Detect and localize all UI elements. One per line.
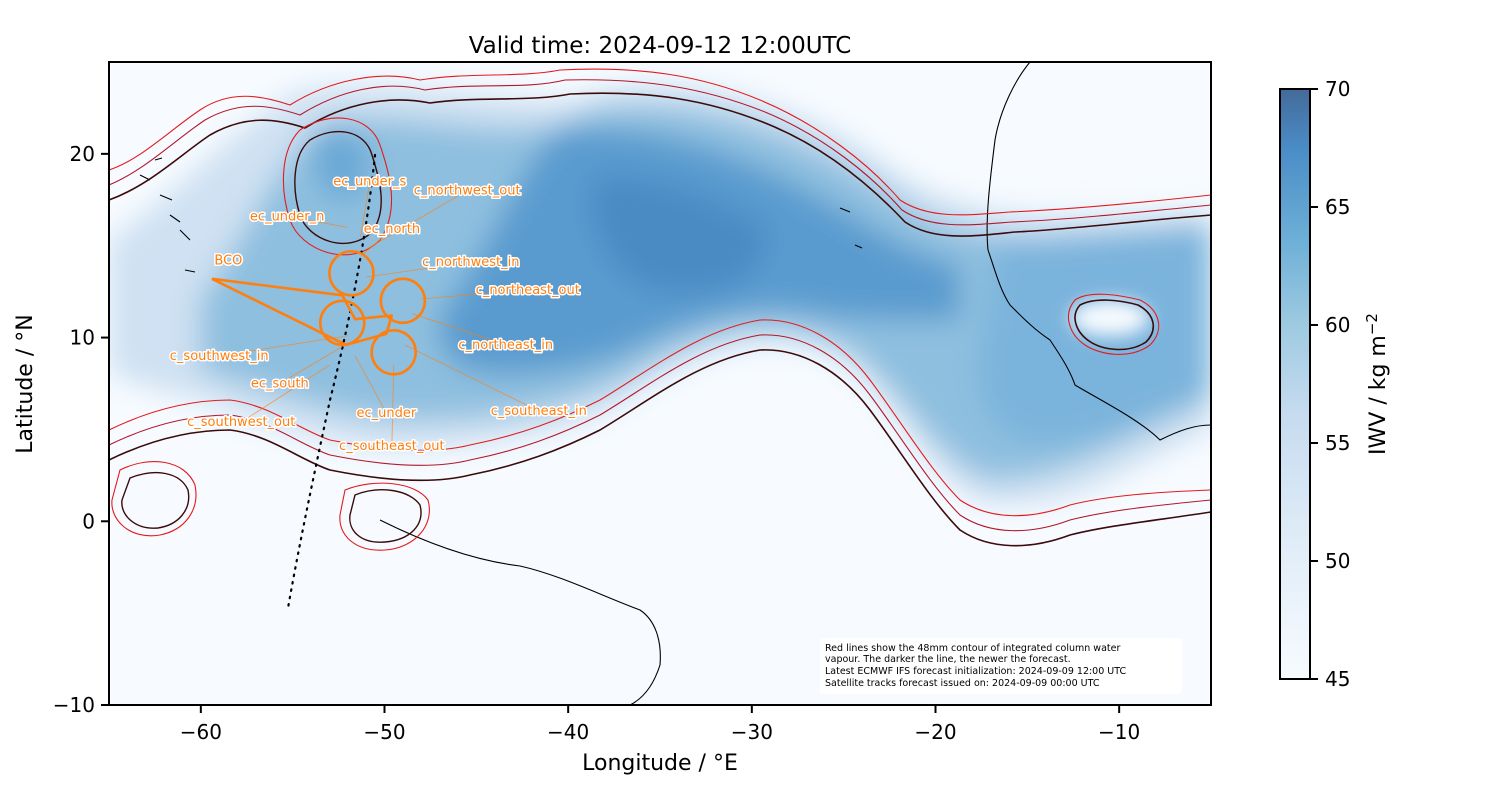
flight-circle xyxy=(370,328,417,376)
waypoint-leader xyxy=(391,365,395,446)
iwv-core-west xyxy=(589,174,768,294)
flight-circle xyxy=(318,299,366,347)
colorbar-ticks: 45 50 55 60 65 70 xyxy=(1310,77,1350,691)
plot-title: Valid time: 2024-09-12 12:00UTC xyxy=(469,33,852,59)
contour-south-island-old xyxy=(339,482,430,551)
x-axis-ticks: −60 −50 −40 −30 −20 −10 xyxy=(180,705,1140,744)
satellite-track xyxy=(286,153,377,610)
y-tick-label: 20 xyxy=(70,142,95,166)
x-tick-label: −10 xyxy=(1098,720,1140,744)
y-tick-label: 10 xyxy=(70,326,95,350)
flight-circles xyxy=(318,249,427,376)
contour-south-island xyxy=(349,489,422,543)
waypoint-label-c-northeast-out: c_northeast_out xyxy=(476,283,580,298)
colorbar-label-superscript: −2 xyxy=(1363,313,1381,335)
waypoint-leader xyxy=(362,228,393,256)
contour-south-mid xyxy=(109,334,1211,532)
x-tick-label: −20 xyxy=(914,720,956,744)
iwv-core-north xyxy=(310,127,370,201)
caribbean-islands xyxy=(139,157,863,273)
contour-north-old xyxy=(109,68,1211,216)
colorbar-label: IWV / kg m−2 xyxy=(1363,313,1391,455)
waypoint-label-ec-under: ec_under xyxy=(356,406,416,421)
x-tick-label: −40 xyxy=(547,720,589,744)
colorbar-tick-label: 55 xyxy=(1325,431,1350,455)
contour-southwest-new xyxy=(121,471,190,529)
waypoint-leaders xyxy=(219,181,539,446)
note-line-1: Red lines show the 48mm contour of integ… xyxy=(825,643,1120,654)
contour-west-blob-new xyxy=(294,130,382,245)
coastlines xyxy=(139,62,1211,705)
contour-southwest-old xyxy=(111,461,197,537)
south-america-coast xyxy=(379,519,661,705)
waypoint-label-c-southeast-out: c_southeast_out xyxy=(339,439,445,454)
note-line-4: Satellite tracks forecast issued on: 202… xyxy=(825,678,1100,689)
waypoint-label-c-northwest-out: c_northwest_out xyxy=(414,184,521,199)
contour-north-new xyxy=(109,92,1211,237)
contour-east-hole-old xyxy=(1067,293,1160,356)
colorbar: 45 50 55 60 65 70 IWV / kg m−2 xyxy=(1279,77,1391,691)
y-axis-title: Latitude / °N xyxy=(13,314,38,453)
map-area: BCO ec_under_s ec_under_n c_northwest_outec… xyxy=(109,62,1211,705)
waypoint-leader xyxy=(365,190,468,250)
x-tick-label: −50 xyxy=(363,720,405,744)
colorbar-tick-label: 70 xyxy=(1325,77,1350,101)
waypoint-label-ec-north: ec_north xyxy=(364,222,421,237)
x-tick-label: −60 xyxy=(180,720,222,744)
waypoint-label-c-southwest-out: c_southwest_out xyxy=(187,415,295,430)
colorbar-tick-label: 65 xyxy=(1325,195,1350,219)
iwv-contours xyxy=(109,68,1211,551)
waypoint-labels: BCO ec_under_s ec_under_n c_northwest_outec… xyxy=(168,173,588,456)
y-tick-label: 0 xyxy=(82,509,95,533)
waypoint-label-c-northeast-in: c_northeast_in xyxy=(458,338,553,353)
waypoint-label-c-northwest-in: c_northwest_in xyxy=(422,255,519,270)
x-axis-title: Longitude / °E xyxy=(582,751,738,776)
note-box: Red lines show the 48mm contour of integ… xyxy=(820,638,1182,694)
dry-patches xyxy=(109,300,1150,540)
waypoint-leader xyxy=(241,364,330,423)
waypoint-leader xyxy=(287,215,348,228)
y-tick-label: −10 xyxy=(53,693,95,717)
note-line-2: vapour. The darker the line, the newer t… xyxy=(825,654,1071,665)
waypoint-label-ec-south: ec_south xyxy=(251,377,309,392)
colorbar-tick-label: 50 xyxy=(1325,549,1350,573)
contour-south-old xyxy=(109,319,1211,517)
waypoint-label-c-southwest-in: c_southwest_in xyxy=(170,349,269,364)
waypoint-leader xyxy=(279,346,343,384)
contour-east-hole-new xyxy=(1074,299,1155,351)
waypoint-leader xyxy=(411,313,506,346)
waypoint-label-ec-under-n: ec_under_n xyxy=(250,209,324,224)
colorbar-tick-label: 45 xyxy=(1325,667,1350,691)
map-frame xyxy=(108,61,1212,706)
iwv-field xyxy=(109,84,1211,506)
x-tick-label: −30 xyxy=(731,720,773,744)
waypoint-label-BCO: BCO xyxy=(214,253,242,268)
flight-circle xyxy=(379,277,427,325)
waypoint-label-ec-under-s: ec_under_s xyxy=(333,174,406,189)
africa-coast xyxy=(986,62,1211,441)
waypoint-leader xyxy=(421,289,528,300)
waypoint-leader xyxy=(404,344,539,412)
waypoint-leader xyxy=(366,261,471,278)
colorbar-tick-label: 60 xyxy=(1325,313,1350,337)
waypoint-leader xyxy=(360,181,371,237)
note-line-3: Latest ECMWF IFS forecast initialization… xyxy=(825,666,1126,677)
y-axis-ticks: −10 0 10 20 xyxy=(53,142,109,717)
contour-north-mid xyxy=(109,79,1211,226)
waypoint-leader xyxy=(354,355,387,414)
waypoint-label-c-southeast-in: c_southeast_in xyxy=(491,404,587,419)
flight-circle xyxy=(328,249,375,297)
colorbar-gradient xyxy=(1279,88,1311,680)
contour-south-new xyxy=(109,349,1211,547)
